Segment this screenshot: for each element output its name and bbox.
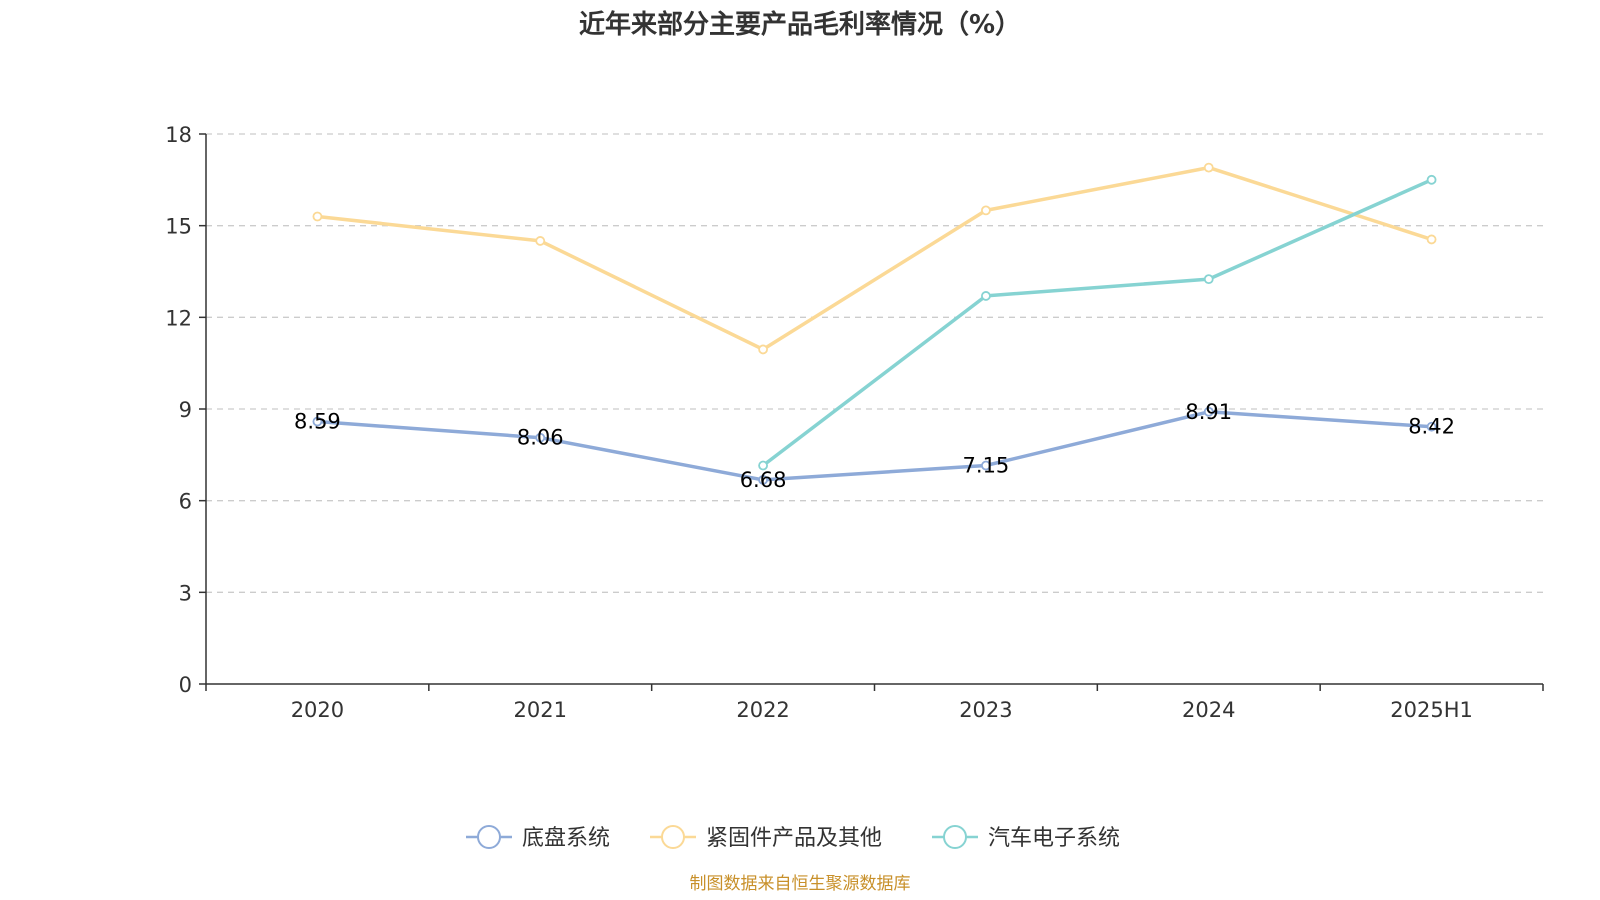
series-0 <box>312 406 1437 485</box>
data-point[interactable] <box>758 460 768 471</box>
series-lines <box>312 162 1437 485</box>
series-1 <box>312 162 1437 355</box>
legend-marker-icon <box>661 825 685 849</box>
x-tick-label: 2023 <box>959 698 1012 722</box>
x-tick-label: 2020 <box>291 698 344 722</box>
legend-label: 底盘系统 <box>522 826 610 851</box>
y-tick-label: 18 <box>165 123 192 147</box>
legend-label: 汽车电子系统 <box>988 826 1120 851</box>
data-point[interactable] <box>981 205 991 216</box>
x-tick-label: 2025H1 <box>1390 698 1473 722</box>
legend[interactable]: 底盘系统 紧固件产品及其他 汽车电子系统 <box>466 825 1120 851</box>
data-label: 8.06 <box>517 426 564 450</box>
data-point[interactable] <box>758 344 768 355</box>
source-note: 制图数据来自恒生聚源数据库 <box>690 874 911 894</box>
legend-item[interactable]: 紧固件产品及其他 <box>650 825 882 851</box>
data-point[interactable] <box>535 236 546 246</box>
data-point[interactable] <box>535 432 546 443</box>
data-point[interactable] <box>1426 421 1437 432</box>
y-tick-label: 15 <box>165 215 192 239</box>
y-tick-label: 9 <box>179 398 192 422</box>
x-tick-label: 2024 <box>1182 698 1235 722</box>
data-point[interactable] <box>1203 162 1214 173</box>
y-tick-label: 12 <box>165 306 192 330</box>
data-label: 8.59 <box>294 410 341 434</box>
x-tick-label: 2021 <box>514 698 567 722</box>
data-point[interactable] <box>312 211 323 222</box>
legend-marker-icon <box>477 825 501 849</box>
series-line <box>317 165 1433 352</box>
legend-label: 紧固件产品及其他 <box>706 826 882 851</box>
data-point[interactable] <box>1203 274 1214 285</box>
series-line <box>762 178 1433 467</box>
data-point[interactable] <box>312 416 323 427</box>
data-point[interactable] <box>1203 406 1214 417</box>
data-point[interactable] <box>1426 234 1437 245</box>
x-tick-label: 2022 <box>736 698 789 722</box>
grid-lines <box>206 133 1543 593</box>
data-point[interactable] <box>758 474 768 485</box>
y-tick-label: 0 <box>179 673 192 697</box>
data-labels: 8.59 8.06 6.68 7.15 8.91 8.42 <box>294 400 1455 492</box>
data-label: 7.15 <box>963 454 1010 478</box>
data-label: 6.68 <box>740 468 787 492</box>
series-2 <box>758 174 1437 471</box>
axes: 0 3 6 9 12 15 18 2020 2021 2022 2023 2024 2025H1 <box>165 123 1544 722</box>
chart-title: 近年来部分主要产品毛利率情况（%） <box>579 9 1021 40</box>
data-point[interactable] <box>1426 174 1437 185</box>
data-label: 8.91 <box>1185 400 1232 424</box>
data-label: 8.42 <box>1408 415 1455 439</box>
series-line <box>317 410 1432 482</box>
data-point[interactable] <box>981 460 991 471</box>
y-tick-label: 3 <box>179 581 192 605</box>
legend-item[interactable]: 底盘系统 <box>466 825 610 851</box>
legend-item[interactable]: 汽车电子系统 <box>932 825 1120 851</box>
legend-marker-icon <box>943 825 967 849</box>
data-point[interactable] <box>981 291 991 301</box>
y-tick-label: 6 <box>179 490 192 514</box>
